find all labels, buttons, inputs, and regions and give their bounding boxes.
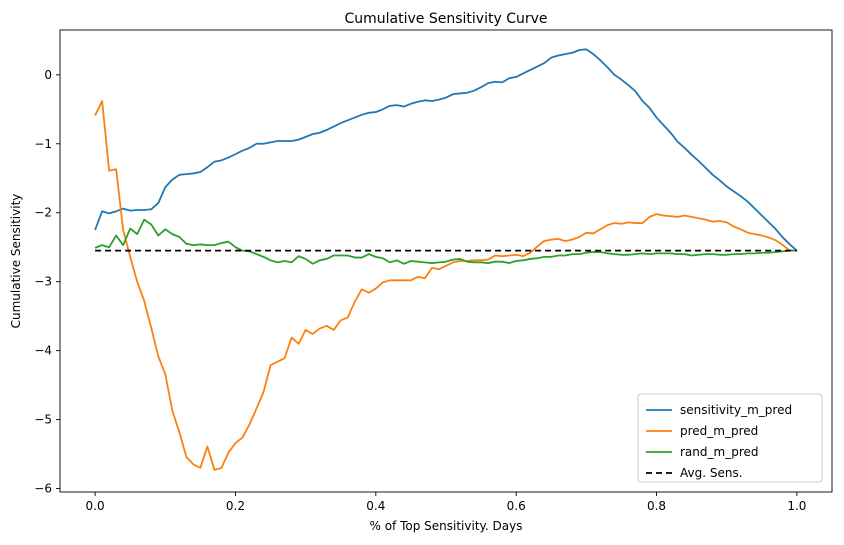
legend-label-0: sensitivity_m_pred [680, 403, 792, 417]
x-tick-label: 0.0 [86, 499, 105, 513]
y-tick-label: −5 [34, 413, 52, 427]
series-line-2 [94, 218, 797, 265]
legend-box [637, 393, 823, 483]
x-tick-label: 0.6 [507, 499, 526, 513]
legend-label-3: Avg. Sens. [680, 466, 743, 480]
x-tick-label: 1.0 [787, 499, 806, 513]
plot-area: 0.0 0.2 0.4 0.6 0.8 1.0 0 −1 −2 −3 −4 −5 −6 [34, 29, 833, 513]
legend-label-2: rand_m_pred [680, 445, 759, 459]
legend-label-1: pred_m_pred [680, 424, 758, 438]
y-tick-label: −1 [34, 137, 52, 151]
legend: sensitivity_m_pred pred_m_pred rand_m_pred… [637, 393, 823, 483]
axes-frame [59, 29, 833, 493]
x-tick-label: 0.8 [647, 499, 666, 513]
series-line-1 [94, 100, 797, 471]
x-tick-label: 0.4 [366, 499, 385, 513]
y-tick-label: −4 [34, 344, 52, 358]
y-axis-label: Cumulative Sensitivity [9, 194, 23, 329]
y-tick-label: −6 [34, 482, 52, 496]
y-tick-label: −3 [34, 275, 52, 289]
x-tick-label: 0.2 [226, 499, 245, 513]
x-axis-label: % of Top Sensitivity. Days [370, 519, 523, 533]
chart-title: Cumulative Sensitivity Curve [345, 11, 548, 27]
y-tick-label: 0 [44, 68, 52, 82]
y-tick-label: −2 [34, 206, 52, 220]
series-line-0 [94, 48, 798, 252]
